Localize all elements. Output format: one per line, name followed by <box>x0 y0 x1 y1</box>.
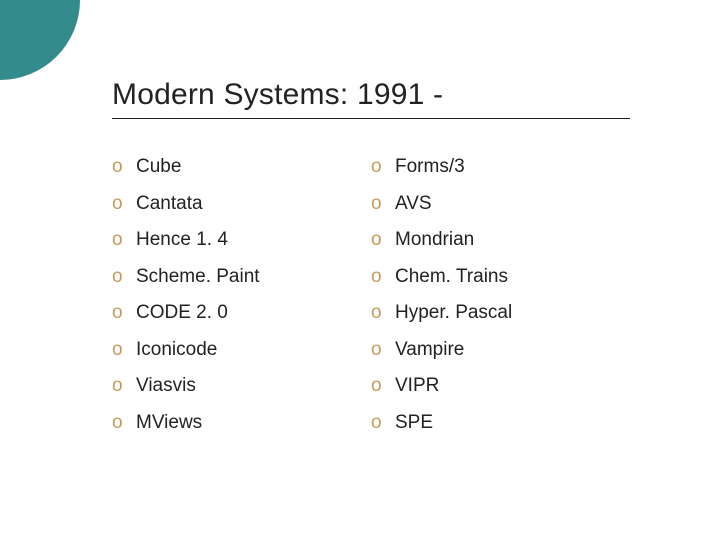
list-item: o AVS <box>371 190 630 219</box>
list-item: o Mondrian <box>371 226 630 255</box>
list-item: o Forms/3 <box>371 153 630 182</box>
bullet-icon: o <box>112 263 136 292</box>
bullet-icon: o <box>371 190 395 219</box>
list-item: o Chem. Trains <box>371 263 630 292</box>
list-item: o Cantata <box>112 190 371 219</box>
bullet-icon: o <box>371 299 395 328</box>
list-item-label: Vampire <box>395 336 464 365</box>
list-item-label: Chem. Trains <box>395 263 508 292</box>
list-item: o Hyper. Pascal <box>371 299 630 328</box>
bullet-icon: o <box>371 372 395 401</box>
bullet-icon: o <box>112 299 136 328</box>
list-item: o Vampire <box>371 336 630 365</box>
bullet-icon: o <box>112 226 136 255</box>
column-right: o Forms/3 o AVS o Mondrian o Chem. Train… <box>371 153 630 445</box>
list-item-label: VIPR <box>395 372 439 401</box>
list-item-label: Scheme. Paint <box>136 263 260 292</box>
list-item-label: Viasvis <box>136 372 196 401</box>
bullet-icon: o <box>112 372 136 401</box>
list-item-label: Mondrian <box>395 226 474 255</box>
bullet-icon: o <box>371 226 395 255</box>
bullet-icon: o <box>371 153 395 182</box>
list-item: o Viasvis <box>112 372 371 401</box>
list-item: o VIPR <box>371 372 630 401</box>
list-item-label: Iconicode <box>136 336 217 365</box>
list-item: o SPE <box>371 409 630 438</box>
list-item-label: SPE <box>395 409 433 438</box>
column-left: o Cube o Cantata o Hence 1. 4 o Scheme. … <box>112 153 371 445</box>
list-item: o Hence 1. 4 <box>112 226 371 255</box>
list-item: o Iconicode <box>112 336 371 365</box>
slide-body: Modern Systems: 1991 - o Cube o Cantata … <box>0 0 720 540</box>
bullet-icon: o <box>371 336 395 365</box>
bullet-icon: o <box>112 336 136 365</box>
list-item: o CODE 2. 0 <box>112 299 371 328</box>
list-item-label: Cantata <box>136 190 203 219</box>
content-columns: o Cube o Cantata o Hence 1. 4 o Scheme. … <box>112 153 630 445</box>
bullet-icon: o <box>371 263 395 292</box>
list-item-label: MViews <box>136 409 202 438</box>
bullet-icon: o <box>112 409 136 438</box>
bullet-icon: o <box>112 190 136 219</box>
bullet-icon: o <box>371 409 395 438</box>
list-item-label: AVS <box>395 190 432 219</box>
list-item-label: Cube <box>136 153 181 182</box>
bullet-icon: o <box>112 153 136 182</box>
list-item-label: Hyper. Pascal <box>395 299 512 328</box>
slide-title: Modern Systems: 1991 - <box>112 78 443 111</box>
title-block: Modern Systems: 1991 - <box>112 78 630 119</box>
list-item: o MViews <box>112 409 371 438</box>
list-item: o Scheme. Paint <box>112 263 371 292</box>
list-item: o Cube <box>112 153 371 182</box>
list-item-label: CODE 2. 0 <box>136 299 228 328</box>
list-item-label: Forms/3 <box>395 153 465 182</box>
list-item-label: Hence 1. 4 <box>136 226 228 255</box>
